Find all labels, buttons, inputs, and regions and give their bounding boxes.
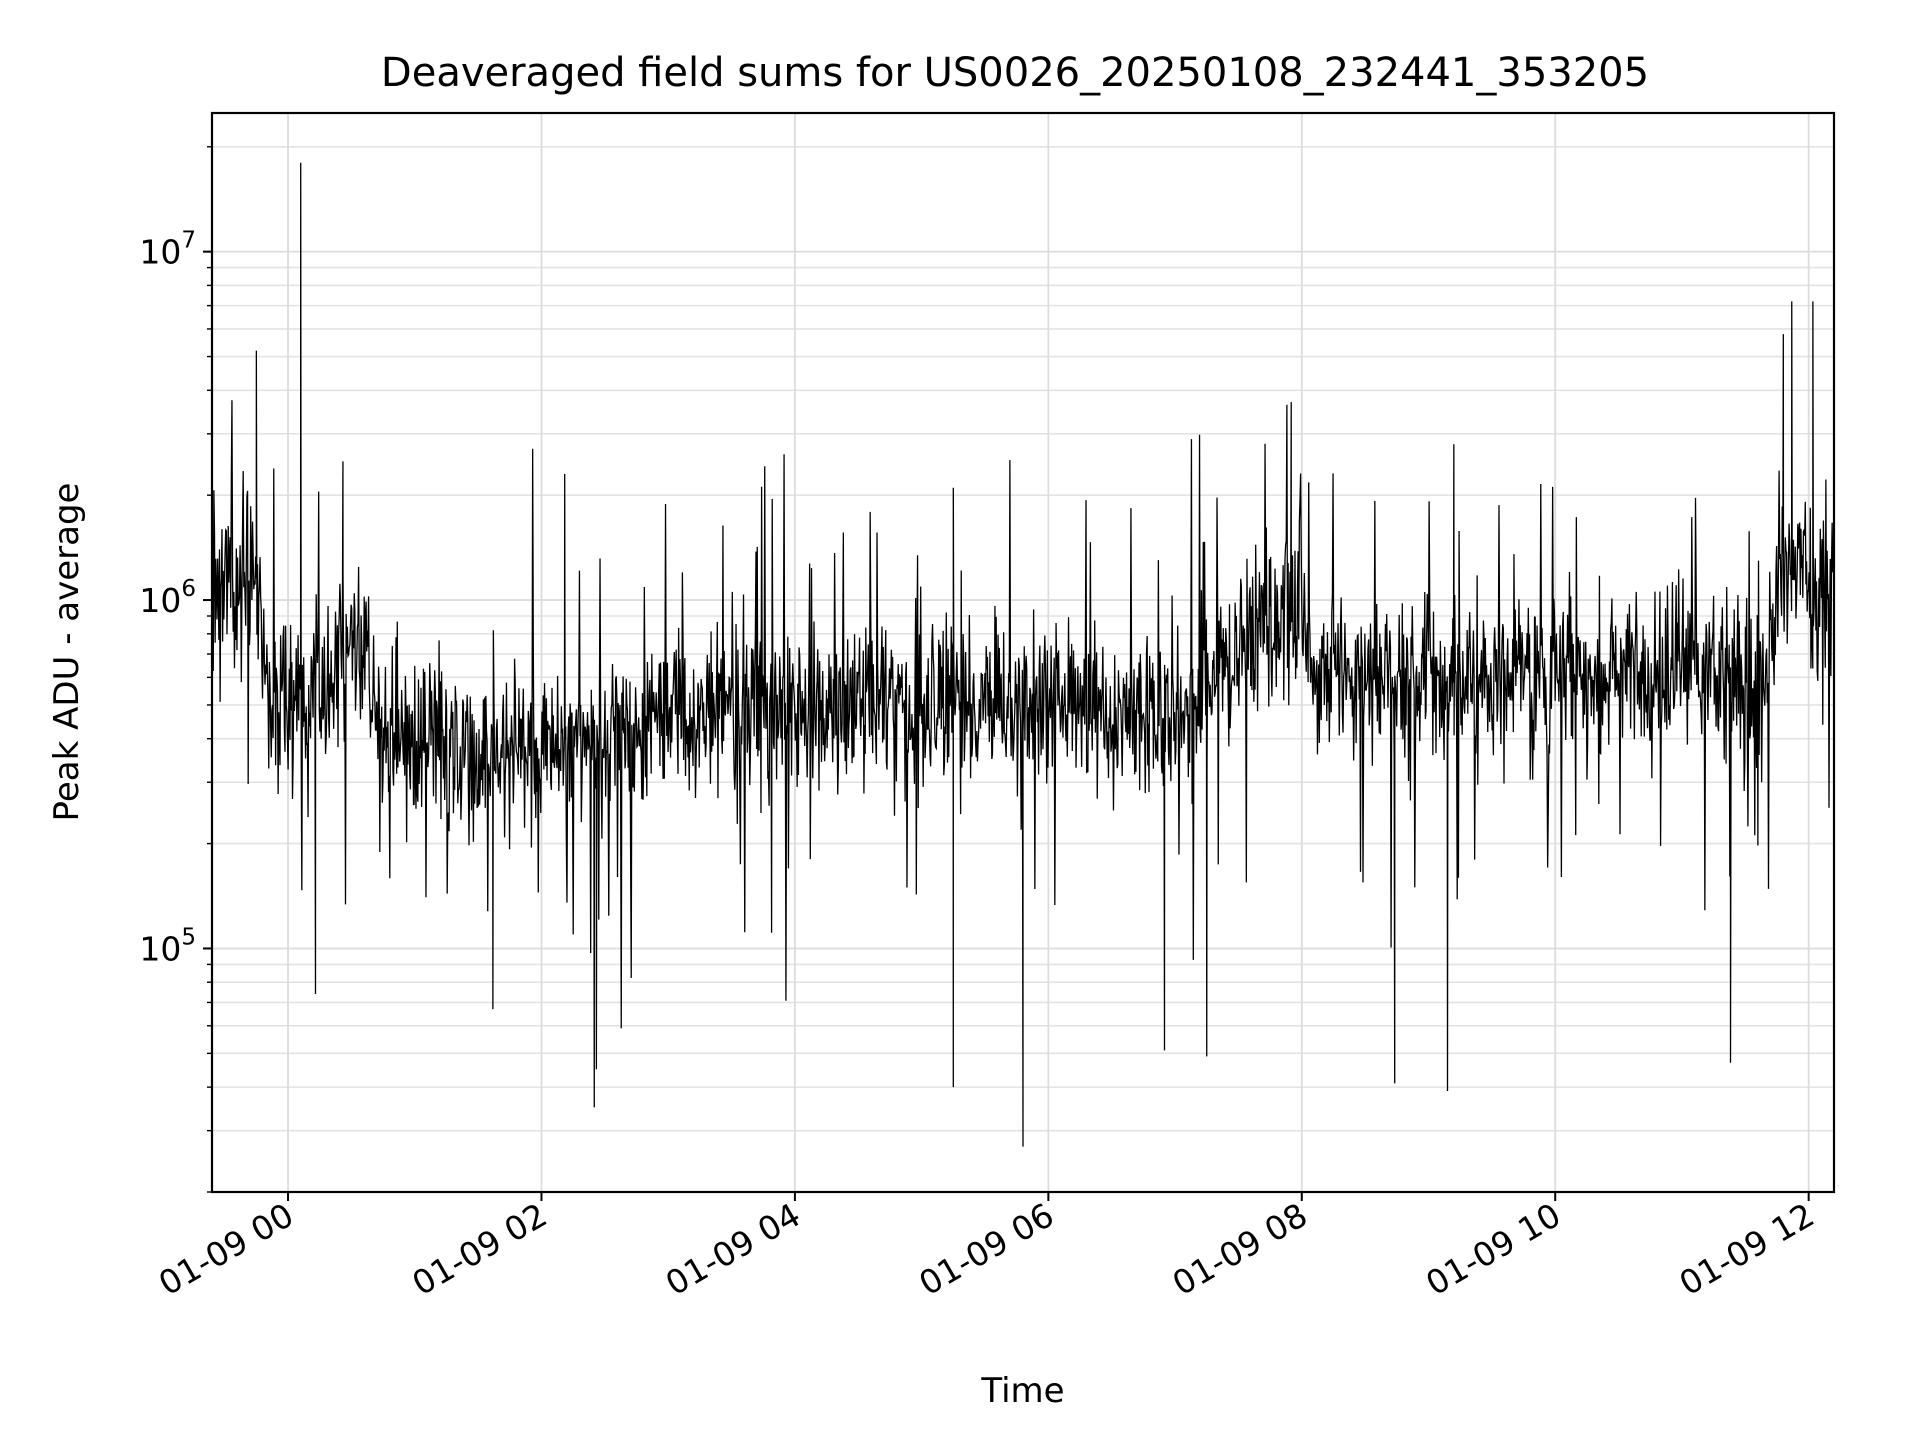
y-tick-label-exponent: 5	[181, 924, 196, 950]
series-layer	[211, 162, 1835, 1147]
y-axis-label: Peak ADU - average	[47, 483, 87, 822]
y-tick-label-base: 10	[139, 233, 181, 272]
y-tick-label-base: 10	[139, 581, 181, 620]
series-line	[211, 162, 1835, 1147]
y-tick-label: 107	[139, 228, 196, 272]
x-axis-label: Time	[980, 1371, 1064, 1411]
y-tick-label-base: 10	[139, 929, 181, 968]
y-tick-label: 105	[139, 924, 196, 968]
plot-frame	[210, 111, 1836, 1194]
y-tick-label: 106	[139, 576, 196, 620]
y-tick-label-exponent: 6	[181, 576, 196, 602]
chart-title: Deaveraged field sums for US0026_2025010…	[381, 50, 1649, 96]
y-tick-label-exponent: 7	[181, 228, 196, 254]
